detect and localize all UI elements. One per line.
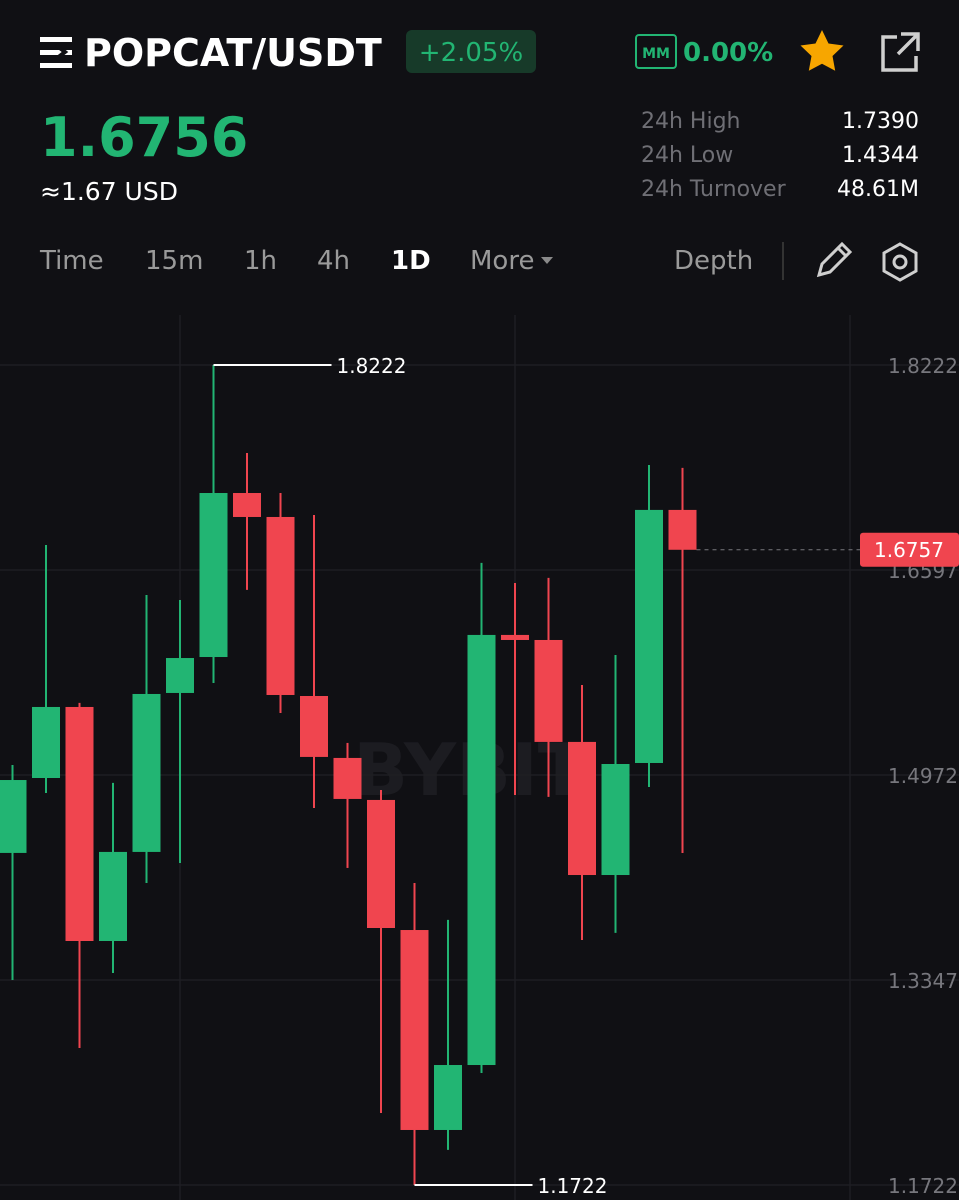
candlestick-chart: BYBIT1.82221.65971.49721.33471.17221.822…: [0, 315, 959, 1200]
share-icon[interactable]: [881, 32, 920, 72]
candle-body: [99, 851, 127, 941]
approx-usd: ≈1.67 USD: [40, 177, 178, 206]
candle-body: [233, 493, 261, 517]
favorite-star[interactable]: [800, 30, 844, 71]
tab[interactable]: Time: [39, 246, 104, 276]
candle-body: [434, 1065, 462, 1130]
candle-body: [266, 516, 295, 695]
menu-arrow: [54, 43, 69, 61]
candle-body: [367, 799, 395, 929]
y-tick-label: 1.8222: [888, 354, 958, 378]
pencil: [816, 241, 853, 278]
candle-body: [32, 706, 60, 779]
tab[interactable]: 15m: [145, 246, 203, 276]
candle-body: [501, 634, 529, 640]
pair-name[interactable]: POPCAT/USDT: [84, 31, 382, 75]
mm-badge-box: [635, 34, 677, 69]
last-price-label: 1.6757: [874, 538, 944, 562]
stat-value: 48.61M: [837, 177, 919, 202]
timeframe-tabs: Time 15m 1h 4h 1D More: [39, 246, 534, 276]
candle-body: [601, 763, 630, 876]
change-badge: [406, 30, 536, 73]
stat-value: 1.7390: [842, 109, 919, 134]
candle-body: [132, 693, 161, 852]
y-tick-label: 1.4972: [888, 764, 958, 788]
last-price-tag: [860, 532, 959, 567]
depth-tab[interactable]: Depth: [674, 246, 753, 276]
share-box: [881, 35, 918, 72]
candle-body: [668, 509, 697, 550]
candle-body: [400, 930, 429, 1130]
change-percent: +2.05%: [419, 38, 523, 68]
mm-badge: MM: [642, 46, 670, 62]
tab[interactable]: 1h: [244, 246, 277, 276]
tab[interactable]: More: [470, 246, 534, 276]
max-label: 1.8222: [337, 354, 407, 378]
candle-body: [0, 780, 27, 853]
candle-body: [333, 757, 362, 799]
min-label: 1.1722: [538, 1174, 608, 1198]
y-tick-label: 1.3347: [888, 969, 958, 993]
candle-body: [65, 706, 94, 941]
last-price: 1.6756: [40, 106, 248, 169]
candle-body: [568, 741, 596, 876]
more-caret: [541, 257, 553, 264]
tab[interactable]: 1D: [391, 246, 431, 276]
stat-label: 24h Low: [641, 143, 733, 168]
menu-bar: [40, 37, 72, 42]
hex-center: [892, 254, 908, 270]
hexagon: [882, 242, 918, 282]
candle-body: [166, 658, 194, 693]
settings-icon[interactable]: [882, 242, 918, 282]
stats: 24h High 1.7390 24h Low 1.4344 24h Turnover 4…: [641, 109, 919, 202]
y-tick-label: 1.1722: [888, 1174, 958, 1198]
stat-label: 24h High: [641, 109, 741, 134]
stat-value: 1.4344: [842, 143, 919, 168]
candle-body: [534, 639, 563, 742]
candle-body: [300, 695, 328, 757]
menu-bar: [40, 50, 72, 55]
menu-icon[interactable]: [40, 37, 72, 68]
candle-body: [467, 634, 496, 1066]
share-arrow: [896, 32, 920, 56]
stat-label: 24h Turnover: [641, 177, 787, 202]
menu-bar: [40, 63, 72, 68]
candle-body: [635, 509, 663, 763]
mm-rate: 0.00%: [683, 38, 773, 68]
tab[interactable]: 4h: [317, 246, 350, 276]
draw-tool-icon[interactable]: [816, 241, 853, 278]
candle-body: [199, 493, 228, 658]
